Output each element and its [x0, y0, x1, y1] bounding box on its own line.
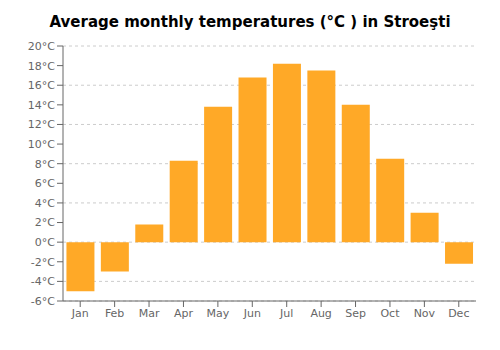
- svg-text:20°C: 20°C: [28, 40, 55, 53]
- svg-text:2°C: 2°C: [35, 216, 55, 229]
- svg-text:Sep: Sep: [345, 307, 366, 320]
- svg-text:14°C: 14°C: [28, 99, 55, 112]
- svg-text:May: May: [207, 307, 230, 320]
- svg-text:Jan: Jan: [71, 307, 89, 320]
- svg-text:Jul: Jul: [279, 307, 293, 320]
- svg-text:-6°C: -6°C: [31, 295, 55, 308]
- svg-text:4°C: 4°C: [35, 197, 55, 210]
- svg-text:12°C: 12°C: [28, 118, 55, 131]
- html-text:Average monthly temperatures (: Average monthly temperatures (°C ) in St…: [49, 13, 451, 31]
- svg-text:16°C: 16°C: [28, 79, 55, 92]
- svg-text:8°C: 8°C: [35, 158, 55, 171]
- svg-text:Aug: Aug: [310, 307, 331, 320]
- svg-text:Mar: Mar: [139, 307, 160, 320]
- svg-text:Apr: Apr: [174, 307, 194, 320]
- svg-text:10°C: 10°C: [28, 138, 55, 151]
- svg-text:6°C: 6°C: [35, 177, 55, 190]
- svg-text:18°C: 18°C: [28, 60, 55, 73]
- svg-text:0°C: 0°C: [35, 236, 55, 249]
- svg-text:Jun: Jun: [243, 307, 261, 320]
- svg-text:Oct: Oct: [380, 307, 400, 320]
- svg-text:Dec: Dec: [448, 307, 469, 320]
- svg-text:-4°C: -4°C: [31, 275, 55, 288]
- svg-text:Nov: Nov: [414, 307, 436, 320]
- svg-text:-2°C: -2°C: [31, 256, 55, 269]
- svg-text:Feb: Feb: [105, 307, 124, 320]
